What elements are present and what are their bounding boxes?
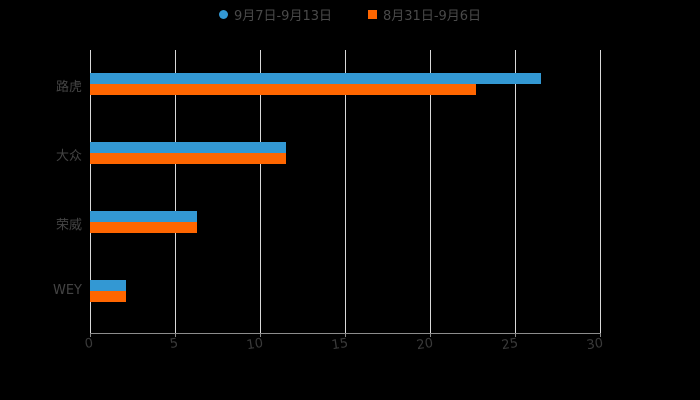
y-axis-category-label: 路虎 <box>55 80 82 95</box>
legend-label: 8月31日-9月6日 <box>383 8 482 24</box>
legend-item-series-2[interactable]: 8月31日-9月6日 <box>368 5 482 24</box>
x-axis-tick-label: 25 <box>500 336 520 354</box>
gridline <box>600 50 601 334</box>
gridline <box>345 50 346 334</box>
x-axis-tick <box>515 333 516 337</box>
chart-legend: 9月7日-9月13日 8月31日-9月6日 <box>0 5 700 24</box>
bar-current-week[interactable] <box>90 280 126 291</box>
legend-label: 9月7日-9月13日 <box>233 8 332 24</box>
bar-previous-week[interactable] <box>90 291 126 302</box>
x-axis-tick-label: 15 <box>330 336 350 354</box>
y-axis-category-label: 大众 <box>55 149 82 164</box>
legend-item-series-1[interactable]: 9月7日-9月13日 <box>218 5 332 24</box>
gridline <box>175 50 176 334</box>
x-axis-tick <box>175 333 176 337</box>
x-axis-tick <box>90 333 91 337</box>
legend-square-icon <box>368 9 377 19</box>
x-axis-tick-label: 5 <box>168 336 180 353</box>
gridline <box>90 50 91 334</box>
x-axis-tick <box>260 333 261 337</box>
gridline <box>430 50 431 334</box>
bar-current-week[interactable] <box>90 211 198 222</box>
bar-previous-week[interactable] <box>90 222 198 233</box>
bar-current-week[interactable] <box>90 73 541 84</box>
x-axis-tick-label: 10 <box>245 336 265 354</box>
gridline <box>260 50 261 334</box>
x-axis-line <box>90 333 600 334</box>
x-axis-tick <box>600 333 601 337</box>
x-axis-tick <box>345 333 346 337</box>
x-axis-tick-label: 20 <box>415 336 435 354</box>
bar-previous-week[interactable] <box>90 153 286 164</box>
x-axis-tick-label: 0 <box>83 336 95 353</box>
x-axis-tick-label: 30 <box>585 336 605 354</box>
gridline <box>515 50 516 334</box>
y-axis-category-label: 荣威 <box>55 218 82 233</box>
bar-previous-week[interactable] <box>90 84 476 95</box>
y-axis-category-label: WEY <box>52 283 82 298</box>
bar-current-week[interactable] <box>90 142 286 153</box>
legend-circle-icon <box>218 9 228 19</box>
x-axis-tick <box>430 333 431 337</box>
